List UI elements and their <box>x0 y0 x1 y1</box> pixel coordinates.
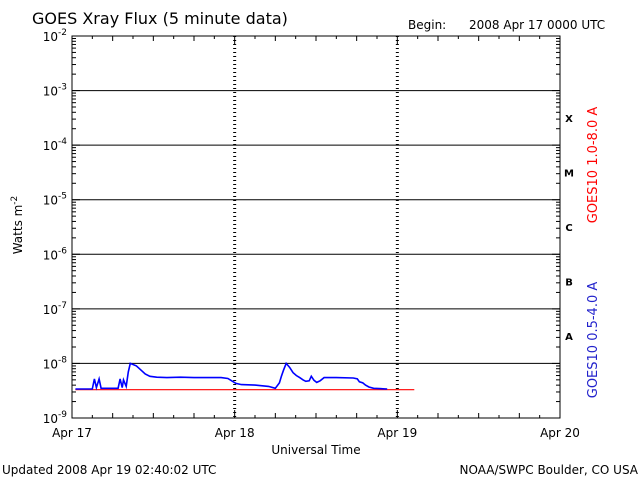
legend-short-channel: GOES10 0.5-4.0 A <box>586 282 601 399</box>
updated-timestamp: Updated 2008 Apr 19 02:40:02 UTC <box>2 463 216 477</box>
y-tick-base: 10 <box>43 357 58 371</box>
y-tick-exponent: -4 <box>58 137 67 147</box>
begin-value: 2008 Apr 17 0000 UTC <box>469 18 605 32</box>
y-tick-exponent: -8 <box>58 355 67 365</box>
flare-class-M: M <box>564 168 574 179</box>
flare-class-labels: A B C M X <box>564 114 574 343</box>
x-tick-label: Apr 18 <box>215 426 255 440</box>
y-tick-base: 10 <box>43 303 58 317</box>
series-line-1 <box>75 361 388 391</box>
y-tick-label: 10-3 <box>43 83 67 99</box>
y-tick-base: 10 <box>43 194 58 208</box>
y-axis-ticks: 10-910-810-710-610-510-410-310-2 <box>43 28 560 426</box>
y-tick-exponent: -2 <box>58 28 67 38</box>
y-axis-label-base: Watts m <box>11 205 25 255</box>
credit-text: NOAA/SWPC Boulder, CO USA <box>460 463 639 477</box>
y-tick-base: 10 <box>43 30 58 44</box>
y-tick-base: 10 <box>43 248 58 262</box>
y-tick-label: 10-5 <box>43 192 67 208</box>
y-axis-label-exp: -2 <box>10 196 20 205</box>
y-tick-exponent: -6 <box>58 246 67 256</box>
y-tick-label: 10-6 <box>43 246 68 262</box>
y-axis-label: Watts m-2 <box>10 196 25 255</box>
x-tick-label: Apr 17 <box>52 426 92 440</box>
y-tick-exponent: -7 <box>58 301 67 311</box>
y-tick-exponent: -3 <box>58 83 67 93</box>
begin-label: Begin: <box>408 18 446 32</box>
series-lines <box>75 361 415 391</box>
y-tick-label: 10-9 <box>43 410 68 426</box>
y-tick-exponent: -5 <box>58 192 67 202</box>
plot-frame <box>71 35 561 419</box>
flare-class-B: B <box>565 278 573 289</box>
plot-grid <box>72 36 560 418</box>
y-tick-label: 10-2 <box>43 28 67 44</box>
flare-class-A: A <box>565 332 573 343</box>
x-axis-ticks: Apr 17 Apr 18 Apr 19 Apr 20 <box>52 36 580 440</box>
legend-long-channel: GOES10 1.0-8.0 A <box>586 107 601 224</box>
y-tick-base: 10 <box>43 85 58 99</box>
x-tick-label: Apr 20 <box>540 426 580 440</box>
x-axis-label: Universal Time <box>271 443 360 457</box>
x-tick-label: Apr 19 <box>377 426 417 440</box>
y-tick-label: 10-4 <box>43 137 68 153</box>
y-tick-exponent: -9 <box>58 410 67 420</box>
flare-class-C: C <box>565 223 572 234</box>
y-tick-base: 10 <box>43 139 58 153</box>
y-tick-base: 10 <box>43 412 58 426</box>
y-tick-label: 10-7 <box>43 301 67 317</box>
flare-class-X: X <box>565 114 573 125</box>
chart-title: GOES Xray Flux (5 minute data) <box>32 9 288 28</box>
y-tick-label: 10-8 <box>43 355 68 371</box>
